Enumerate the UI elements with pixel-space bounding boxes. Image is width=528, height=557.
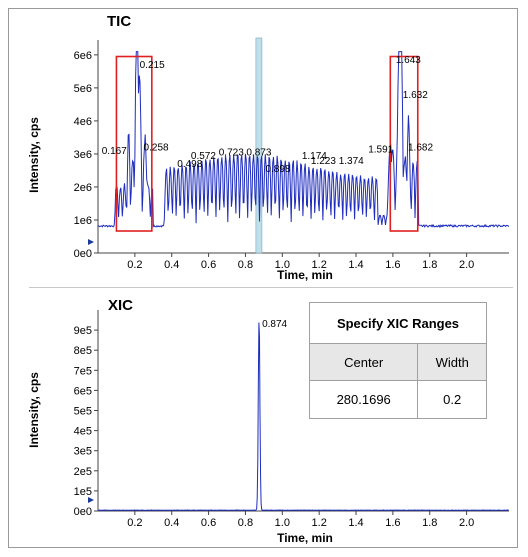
tic-peak-label: 0.167 — [102, 146, 127, 157]
tic-y-tick-label: 3e6 — [74, 149, 92, 161]
tic-x-tick-label: 1.4 — [348, 259, 363, 271]
tic-baseline-arrow-icon — [88, 239, 94, 245]
tic-peak-label: 1.682 — [408, 143, 433, 154]
tic-title: TIC — [107, 13, 131, 30]
tic-chart[interactable]: TIC Intensity, cps Time, min 0e01e62e63e… — [0, 0, 528, 285]
xic-title: XIC — [108, 297, 133, 314]
xic-x-tick-label: 1.6 — [385, 517, 400, 529]
xic-x-tick-label: 2.0 — [459, 517, 474, 529]
xic-y-tick-label: 8e5 — [74, 345, 92, 357]
tic-peak-label: 0.258 — [144, 143, 169, 154]
tic-y-tick-label: 6e6 — [74, 50, 92, 62]
tic-x-tick-label: 1.6 — [385, 259, 400, 271]
tic-x-tick-label: 1.0 — [275, 259, 290, 271]
xic-y-tick-label: 7e5 — [74, 365, 92, 377]
xic-y-tick-label: 2e5 — [74, 466, 92, 478]
tic-peak-label: 1.374 — [339, 156, 364, 167]
xic-y-tick-label: 4e5 — [74, 426, 92, 438]
tic-peak-label: 1.591 — [368, 144, 393, 155]
tic-peak-label: 0.873 — [246, 148, 271, 159]
tic-peak-label: 0.215 — [140, 60, 165, 71]
width-value-cell[interactable]: 0.2 — [418, 381, 487, 419]
tic-y-tick-label: 0e0 — [74, 248, 92, 260]
tic-peak-label: 1.643 — [396, 55, 421, 66]
tic-peak-label: 1.632 — [403, 90, 428, 101]
tic-x-tick-label: 1.2 — [312, 259, 327, 271]
xic-y-tick-label: 1e5 — [74, 486, 92, 498]
tic-peak-label: 1.223 — [311, 156, 336, 167]
tic-x-tick-label: 0.2 — [127, 259, 142, 271]
xic-x-tick-label: 1.4 — [348, 517, 363, 529]
xic-ranges-title: Specify XIC Ranges — [310, 303, 487, 344]
xic-y-tick-label: 3e5 — [74, 446, 92, 458]
xic-x-tick-label: 0.4 — [164, 517, 179, 529]
xic-y-tick-label: 6e5 — [74, 385, 92, 397]
xic-x-tick-label: 1.8 — [422, 517, 437, 529]
xic-x-tick-label: 0.6 — [201, 517, 216, 529]
tic-time-cursor[interactable] — [256, 38, 262, 253]
xic-peak-label: 0.874 — [262, 319, 287, 330]
tic-x-tick-label: 0.6 — [201, 259, 216, 271]
tic-peak-label: 0.572 — [191, 151, 216, 162]
xic-x-tick-label: 0.8 — [238, 517, 253, 529]
tic-x-tick-label: 0.4 — [164, 259, 179, 271]
xic-x-tick-label: 1.2 — [312, 517, 327, 529]
xic-xlabel: Time, min — [277, 531, 333, 545]
tic-y-tick-label: 1e6 — [74, 215, 92, 227]
tic-x-tick-label: 0.8 — [238, 259, 253, 271]
tic-peak-label: 0.898 — [266, 164, 291, 175]
xic-ylabel: Intensity, cps — [27, 372, 41, 448]
tic-trace — [98, 52, 509, 227]
tic-y-tick-label: 2e6 — [74, 182, 92, 194]
column-header-width: Width — [418, 344, 487, 381]
center-value-cell[interactable]: 280.1696 — [310, 381, 418, 419]
xic-y-tick-label: 5e5 — [74, 406, 92, 418]
tic-y-tick-label: 5e6 — [74, 83, 92, 95]
tic-x-tick-label: 2.0 — [459, 259, 474, 271]
column-header-center: Center — [310, 344, 418, 381]
tic-y-tick-label: 4e6 — [74, 116, 92, 128]
xic-x-tick-label: 0.2 — [127, 517, 142, 529]
tic-x-tick-label: 1.8 — [422, 259, 437, 271]
tic-peak-label: 0.723 — [219, 148, 244, 159]
xic-x-tick-label: 1.0 — [275, 517, 290, 529]
xic-y-tick-label: 9e5 — [74, 325, 92, 337]
tic-ylabel: Intensity, cps — [27, 117, 41, 193]
xic-y-tick-label: 0e0 — [74, 506, 92, 518]
xic-ranges-table: Specify XIC Ranges Center Width 280.1696… — [309, 302, 487, 419]
